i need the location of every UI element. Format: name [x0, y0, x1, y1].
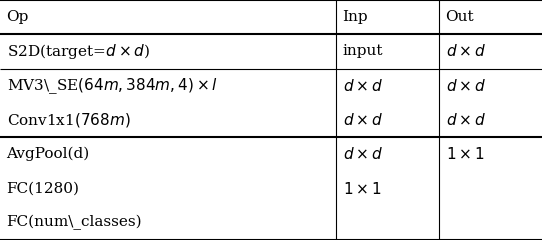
- Text: Op: Op: [7, 10, 29, 24]
- Text: $d \times d$: $d \times d$: [343, 146, 383, 162]
- Text: FC(1280): FC(1280): [7, 182, 80, 196]
- Text: $1 \times 1$: $1 \times 1$: [343, 180, 381, 197]
- Text: input: input: [343, 44, 383, 58]
- Text: $1 \times 1$: $1 \times 1$: [446, 146, 484, 162]
- Text: $d \times d$: $d \times d$: [343, 78, 383, 94]
- Text: FC(num\_classes): FC(num\_classes): [7, 215, 142, 230]
- Text: $d \times d$: $d \times d$: [446, 78, 486, 94]
- Text: Out: Out: [446, 10, 474, 24]
- Text: $d \times d$: $d \times d$: [446, 112, 486, 128]
- Text: Inp: Inp: [343, 10, 368, 24]
- Text: $d \times d$: $d \times d$: [343, 112, 383, 128]
- Text: S2D(target=$d \times d$): S2D(target=$d \times d$): [7, 42, 150, 61]
- Text: $d \times d$: $d \times d$: [446, 43, 486, 60]
- Text: Conv1x1$(768m)$: Conv1x1$(768m)$: [7, 111, 130, 129]
- Text: AvgPool(d): AvgPool(d): [7, 147, 90, 162]
- Text: MV3\_SE$(64m, 384m, 4) \times l$: MV3\_SE$(64m, 384m, 4) \times l$: [7, 76, 217, 96]
